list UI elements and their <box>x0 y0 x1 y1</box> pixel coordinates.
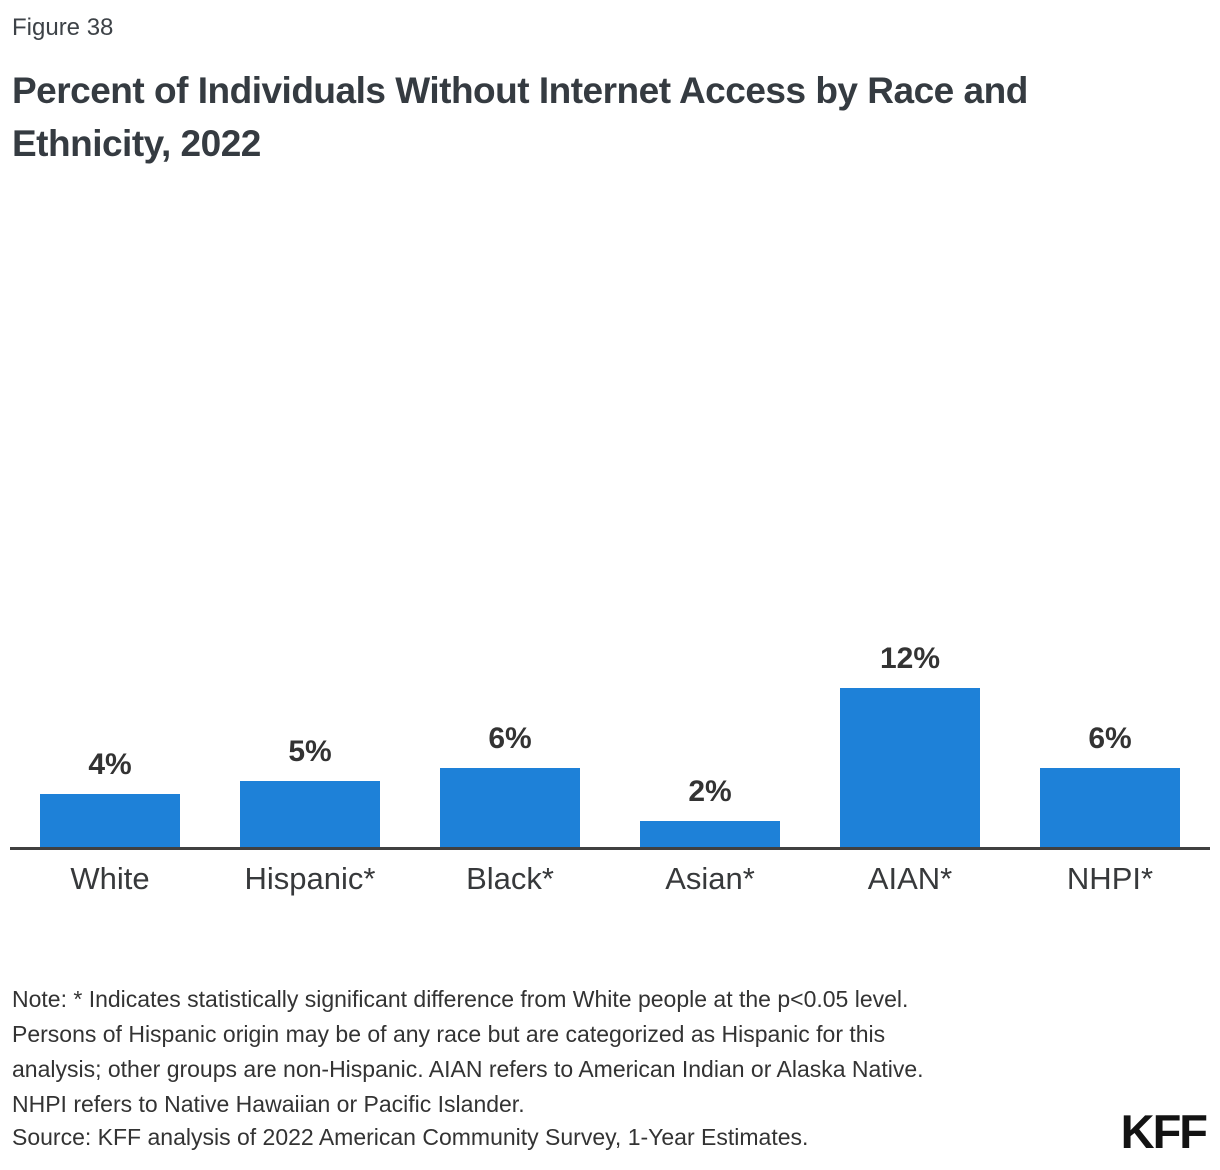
bar <box>440 767 580 847</box>
bar-column: 6% <box>410 640 610 847</box>
x-axis-tick-label: Hispanic* <box>244 861 376 896</box>
figure-label: Figure 38 <box>12 14 114 41</box>
bar <box>240 780 380 847</box>
plot-area: 4% 5% 6% 2% 12% 6% <box>10 640 1210 847</box>
bar-column: 4% <box>10 640 210 847</box>
kff-logo: KFF <box>1120 1105 1208 1158</box>
bar-value-label: 6% <box>1088 721 1132 755</box>
note-line: Note: * Indicates statistically signific… <box>12 986 909 1012</box>
bar-value-label: 6% <box>488 721 532 755</box>
x-axis-tick-label: Black* <box>466 861 554 896</box>
bar-column: 12% <box>810 640 1010 847</box>
note-text: Note: * Indicates statistically signific… <box>12 982 924 1122</box>
bar <box>840 688 980 847</box>
bar-column: 5% <box>210 640 410 847</box>
note-line: NHPI refers to Native Hawaiian or Pacifi… <box>12 1091 525 1117</box>
x-axis-tick-label: Asian* <box>665 861 755 896</box>
page-title: Percent of Individuals Without Internet … <box>12 70 1028 164</box>
bar <box>40 794 180 847</box>
bar-value-label: 4% <box>88 748 132 781</box>
bar-value-label: 5% <box>288 734 332 768</box>
bar-value-label: 12% <box>879 642 941 675</box>
source-text: Source: KFF analysis of 2022 American Co… <box>12 1124 809 1150</box>
bar-column: 6% <box>1010 640 1210 847</box>
x-axis-line <box>10 847 1210 850</box>
note-line: analysis; other groups are non-Hispanic.… <box>12 1056 924 1082</box>
x-axis-tick-label: White <box>70 861 150 896</box>
x-axis-tick-label: NHPI* <box>1066 861 1154 896</box>
bar-column: 2% <box>610 640 810 847</box>
bar <box>640 820 780 847</box>
bar-chart: 4% 5% 6% 2% 12% 6% White Hispanic* Black* Asian*… <box>10 640 1210 897</box>
bar-value-label: 2% <box>688 774 732 808</box>
x-axis-labels: White Hispanic* Black* Asian* AIAN* NHPI* <box>10 850 1210 897</box>
bar <box>1040 767 1180 847</box>
x-axis-tick-label: AIAN* <box>867 861 953 896</box>
note-line: Persons of Hispanic origin may be of any… <box>12 1021 886 1047</box>
